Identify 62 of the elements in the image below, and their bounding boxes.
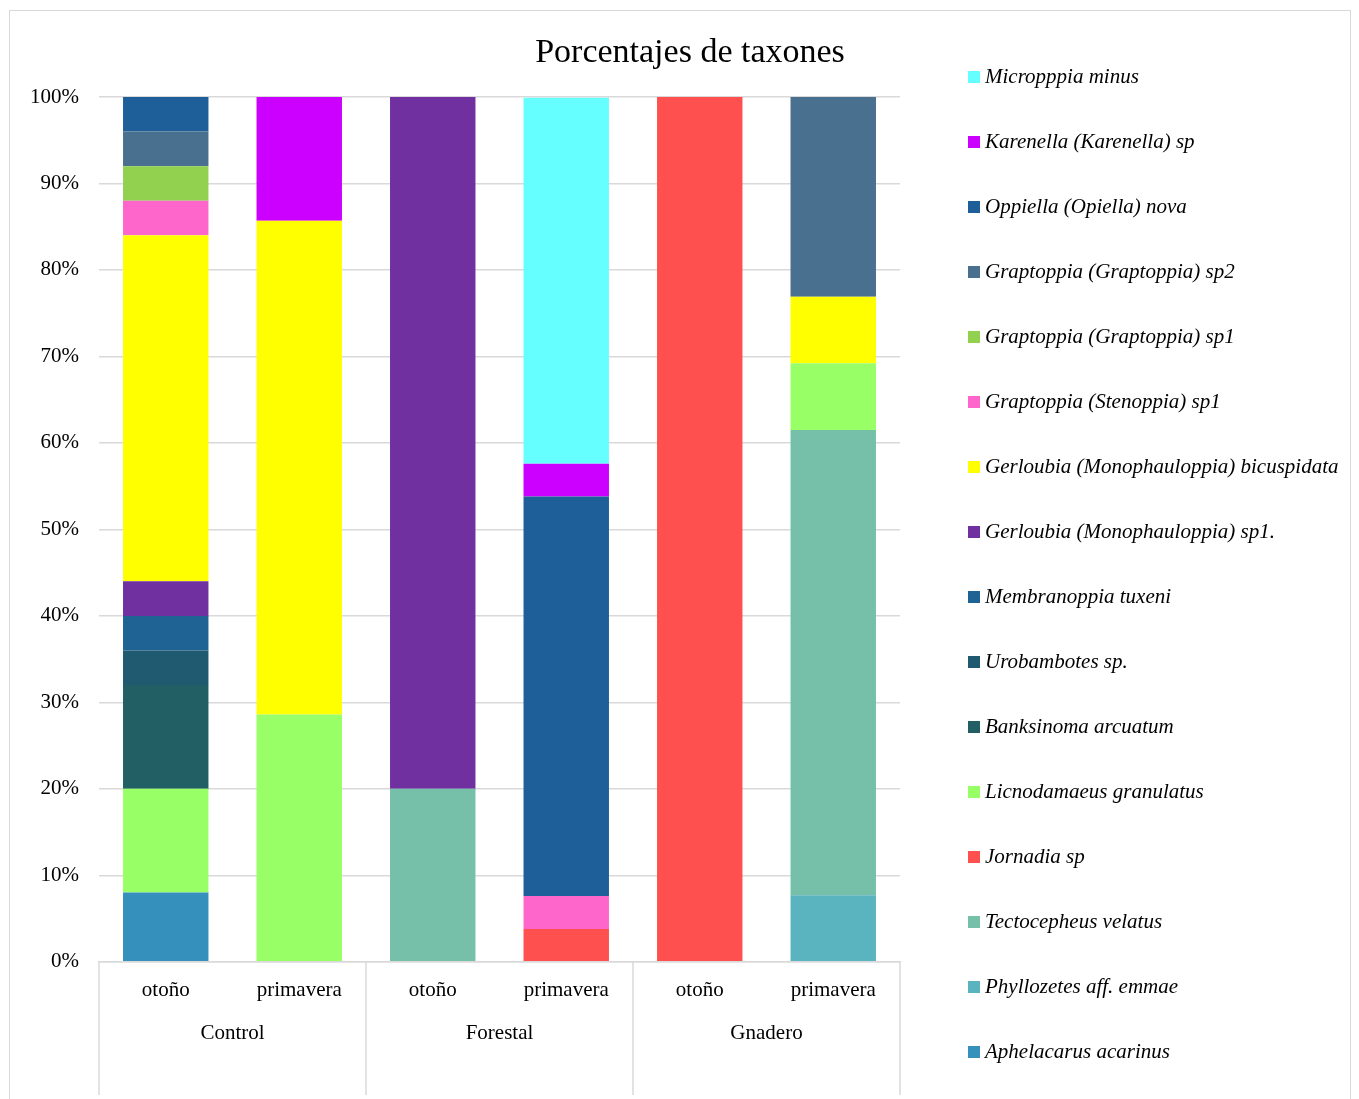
legend-label: Oppiella (Opiella) nova (985, 193, 1187, 220)
bar (256, 97, 342, 221)
chart-title: Porcentajes de taxones (534, 32, 846, 70)
bar (123, 131, 209, 167)
legend-label: Membranoppia tuxeni (985, 583, 1172, 610)
text: Control (200, 1020, 265, 1045)
y-tick-label: 100% (29, 83, 79, 108)
legend-label: Tectocepheus velatus (985, 908, 1163, 935)
y-tick-label: 60% (40, 429, 79, 454)
legend-label: Jornadia sp (985, 843, 1085, 870)
bar (523, 496, 609, 897)
bar (123, 788, 209, 893)
bar (523, 896, 609, 929)
bar (123, 235, 209, 582)
y-tick-label: 40% (40, 602, 79, 627)
x-tick-label: primavera (256, 976, 343, 1001)
y-tick-label: 10% (40, 861, 79, 886)
bar (123, 581, 209, 616)
bar (123, 615, 209, 651)
legend-label: Banksinoma arcuatum (985, 713, 1174, 740)
x-tick-label: primavera (790, 976, 877, 1001)
legend-label: Urobambotes sp. (985, 648, 1128, 675)
bar (390, 788, 476, 962)
legend-label: Graptoppia (Stenoppia) sp1 (985, 388, 1221, 415)
bar (123, 892, 209, 962)
legend-label: Licnodamaeus granulatus (985, 778, 1204, 805)
bar (256, 220, 342, 715)
bar (657, 97, 743, 962)
bar (790, 895, 876, 962)
legend-label: Aphelacarus acarinus (985, 1038, 1170, 1065)
bar (523, 463, 609, 497)
x-tick-label: otoño (141, 976, 190, 1001)
legend-label: Graptoppia (Graptoppia) sp2 (985, 258, 1235, 285)
y-tick-label: 90% (40, 170, 79, 194)
y-tick-label: 50% (40, 515, 79, 540)
bar (256, 714, 342, 962)
bar (523, 97, 609, 464)
text: Gnadero (730, 1020, 803, 1045)
y-tick-label: 0% (50, 948, 79, 973)
bar (523, 928, 609, 962)
legend-label: Gerloubia (Monophauloppia) sp1. (985, 518, 1275, 545)
legend-label: Graptoppia (Graptoppia) sp1 (985, 323, 1235, 350)
x-tick-label: otoño (675, 976, 724, 1001)
bar (790, 363, 876, 430)
legend-label: Micropppia minus (985, 63, 1139, 90)
y-tick-label: 70% (40, 342, 79, 367)
x-tick-label: primavera (523, 976, 610, 1001)
bar (790, 97, 876, 297)
bar (123, 200, 209, 236)
bar (790, 296, 876, 364)
bar (790, 429, 876, 896)
text: Forestal (465, 1020, 534, 1045)
legend-label: Gerloubia (Monophauloppia) bicuspidata (985, 453, 1339, 480)
legend-label: Phyllozetes aff. emmae (985, 973, 1179, 1000)
x-tick-label: otoño (408, 976, 457, 1001)
y-tick-label: 80% (40, 256, 79, 281)
bar (123, 97, 209, 132)
y-tick-label: 30% (40, 688, 79, 713)
legend-label: Karenella (Karenella) sp (985, 128, 1195, 155)
bar (390, 97, 476, 789)
y-tick-label: 20% (40, 775, 79, 800)
bar (123, 166, 209, 201)
